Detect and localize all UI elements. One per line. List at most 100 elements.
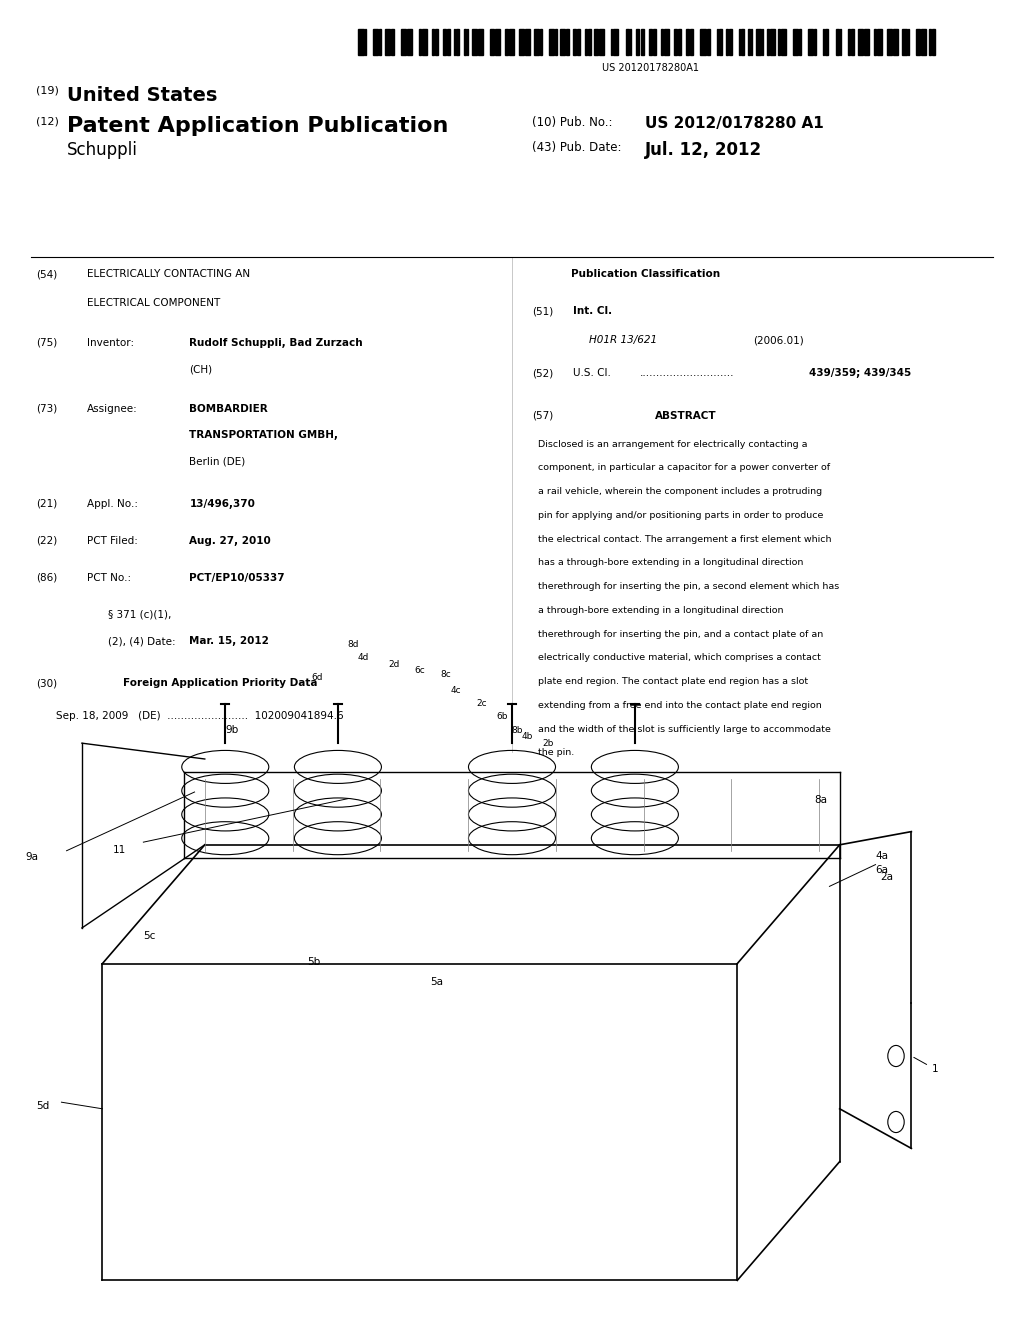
Text: ELECTRICALLY CONTACTING AN: ELECTRICALLY CONTACTING AN <box>87 269 250 280</box>
Text: U.S. Cl.: U.S. Cl. <box>573 368 611 379</box>
Bar <box>420 29 421 55</box>
Text: Mar. 15, 2012: Mar. 15, 2012 <box>189 636 269 647</box>
Bar <box>566 29 569 55</box>
Bar <box>467 29 469 55</box>
Text: 8c: 8c <box>440 671 451 680</box>
Text: (54): (54) <box>36 269 57 280</box>
Text: electrically conductive material, which comprises a contact: electrically conductive material, which … <box>538 653 820 663</box>
Text: 4a: 4a <box>876 851 889 861</box>
Bar <box>478 29 483 55</box>
Bar <box>686 29 689 55</box>
Bar <box>848 29 850 55</box>
Bar <box>857 29 862 55</box>
Bar <box>519 29 524 55</box>
Bar <box>748 29 750 55</box>
Bar <box>577 29 580 55</box>
Bar <box>636 29 639 55</box>
Text: Appl. No.:: Appl. No.: <box>87 499 138 510</box>
Text: 5c: 5c <box>143 931 156 941</box>
Bar <box>447 29 451 55</box>
Text: 5d: 5d <box>36 1101 49 1111</box>
Text: BOMBARDIER: BOMBARDIER <box>189 404 268 414</box>
Text: plate end region. The contact plate end region has a slot: plate end region. The contact plate end … <box>538 677 808 686</box>
Text: Foreign Application Priority Data: Foreign Application Priority Data <box>123 678 317 689</box>
Text: the pin.: the pin. <box>538 748 573 758</box>
Text: therethrough for inserting the pin, a second element which has: therethrough for inserting the pin, a se… <box>538 582 839 591</box>
Bar <box>762 29 763 55</box>
Bar <box>664 29 669 55</box>
Text: (12): (12) <box>36 116 58 127</box>
Bar <box>916 29 920 55</box>
Bar <box>358 29 364 55</box>
Text: 4b: 4b <box>521 733 534 742</box>
Bar <box>822 29 824 55</box>
Text: Rudolf Schuppli, Bad Zurzach: Rudolf Schuppli, Bad Zurzach <box>189 338 364 348</box>
Text: 2b: 2b <box>542 739 554 748</box>
Text: (75): (75) <box>36 338 57 348</box>
Bar <box>598 29 603 55</box>
Bar <box>505 29 508 55</box>
Bar <box>690 29 693 55</box>
Bar <box>613 29 618 55</box>
Bar <box>901 29 906 55</box>
Text: (2), (4) Date:: (2), (4) Date: <box>108 636 175 647</box>
Bar <box>610 29 612 55</box>
Text: 8b: 8b <box>511 726 523 735</box>
Bar <box>594 29 597 55</box>
Bar <box>385 29 389 55</box>
Bar <box>457 29 460 55</box>
Bar <box>541 29 542 55</box>
Bar <box>365 29 367 55</box>
Text: component, in particular a capacitor for a power converter of: component, in particular a capacitor for… <box>538 463 829 473</box>
Text: US 20120178280A1: US 20120178280A1 <box>602 63 698 74</box>
Bar <box>678 29 681 55</box>
Bar <box>465 29 466 55</box>
Text: 9b: 9b <box>225 725 239 735</box>
Text: 9a: 9a <box>26 851 39 862</box>
Text: Int. Cl.: Int. Cl. <box>573 306 612 317</box>
Bar <box>893 29 898 55</box>
Bar <box>863 29 868 55</box>
Text: and the width of the slot is sufficiently large to accommodate: and the width of the slot is sufficientl… <box>538 725 830 734</box>
Bar <box>408 29 412 55</box>
Bar <box>825 29 828 55</box>
Bar <box>799 29 801 55</box>
Bar <box>921 29 926 55</box>
Text: a rail vehicle, wherein the component includes a protruding: a rail vehicle, wherein the component in… <box>538 487 821 496</box>
Bar <box>780 29 785 55</box>
Bar <box>454 29 456 55</box>
Bar <box>472 29 477 55</box>
Bar <box>373 29 379 55</box>
Text: 13/496,370: 13/496,370 <box>189 499 255 510</box>
Text: 6a: 6a <box>876 866 889 875</box>
Bar <box>432 29 434 55</box>
Bar <box>443 29 446 55</box>
Text: TRANSPORTATION GMBH,: TRANSPORTATION GMBH, <box>189 430 339 441</box>
Bar <box>814 29 815 55</box>
Bar <box>674 29 677 55</box>
Text: United States: United States <box>67 86 217 104</box>
Bar <box>640 29 643 55</box>
Bar <box>877 29 882 55</box>
Bar <box>929 29 931 55</box>
Text: ELECTRICAL COMPONENT: ELECTRICAL COMPONENT <box>87 298 220 309</box>
Text: (10) Pub. No.:: (10) Pub. No.: <box>532 116 613 129</box>
Text: 2a: 2a <box>881 873 894 883</box>
Text: Assignee:: Assignee: <box>87 404 138 414</box>
Text: US 2012/0178280 A1: US 2012/0178280 A1 <box>645 116 824 131</box>
Bar <box>769 29 774 55</box>
Bar <box>588 29 591 55</box>
Text: 2d: 2d <box>388 660 400 669</box>
Text: (22): (22) <box>36 536 57 546</box>
Bar <box>840 29 841 55</box>
Bar <box>495 29 500 55</box>
Text: PCT Filed:: PCT Filed: <box>87 536 138 546</box>
Text: therethrough for inserting the pin, and a contact plate of an: therethrough for inserting the pin, and … <box>538 630 823 639</box>
Text: 6c: 6c <box>415 667 425 676</box>
Text: 1: 1 <box>913 1057 938 1074</box>
Text: ABSTRACT: ABSTRACT <box>655 411 717 421</box>
Text: has a through-bore extending in a longitudinal direction: has a through-bore extending in a longit… <box>538 558 803 568</box>
Bar <box>726 29 727 55</box>
Bar <box>836 29 839 55</box>
Bar <box>887 29 892 55</box>
